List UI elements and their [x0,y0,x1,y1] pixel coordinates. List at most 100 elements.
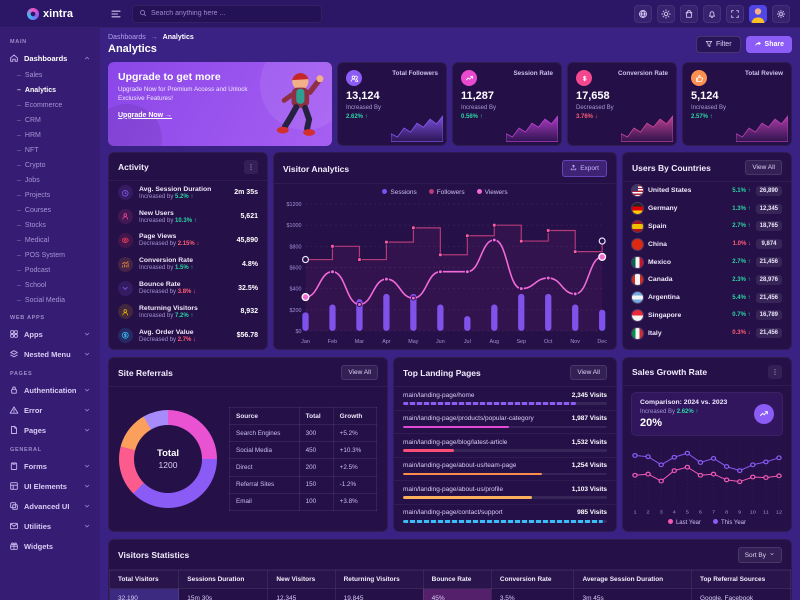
sidebar-item-label: Forms [24,461,47,471]
settings-icon[interactable] [772,4,790,23]
stats-col-header: Top Referral Sources [690,570,791,589]
stat-label: Session Rate [513,70,553,77]
sidebar-item-ui-elements[interactable]: UI Elements [0,476,100,496]
sidebar-item-dashboards[interactable]: Dashboards [0,48,100,68]
language-icon[interactable] [634,4,652,23]
sidebar-item-advanced-ui[interactable]: Advanced UI [0,496,100,516]
countries-view-all-button[interactable]: View All [745,160,782,175]
flag-es-icon [632,220,643,232]
sidebar-item-courses[interactable]: – Courses [17,207,51,214]
upgrade-link[interactable]: Upgrade Now → [118,111,173,119]
growth-chart-icon[interactable] [754,404,774,424]
country-row: Mexico 2.7% ↑ 21,456 [623,253,791,271]
breadcrumb-separator-icon: → [150,34,158,41]
landing-page-link[interactable]: main/landing-page/blog/latest-article [403,438,508,446]
legend-item[interactable]: Followers [428,189,465,196]
sidebar-item-label: Pages [24,425,47,435]
sidebar-item-ecommerce[interactable]: – Ecommerce [17,102,63,109]
svg-text:Dec: Dec [597,339,607,345]
sidebar-item-pages[interactable]: Pages [0,420,100,440]
stat-delta: Decreased By 3.76% ↓ [576,105,614,120]
sidebar-item-social-media[interactable]: – Social Media [17,297,65,304]
theme-toggle-icon[interactable] [657,4,675,23]
sidebar-item-analytics[interactable]: – Analytics [17,87,57,94]
search-input[interactable] [151,10,315,17]
legend-item[interactable]: Last Year [667,519,701,526]
legend-item[interactable]: This Year [713,519,746,526]
va-legend: Sessions Followers Viewers [274,184,616,196]
sidebar-section-label: MAIN [10,39,27,45]
referrals-view-all-button[interactable]: View All [341,365,378,380]
landing-page-link[interactable]: main/landing-page/products/popular-categ… [403,415,534,423]
landing-list: main/landing-page/home 2,345 Visits main… [394,387,616,528]
sidebar-item-jobs[interactable]: – Jobs [17,177,40,184]
share-button[interactable]: Share [745,36,792,53]
sidebar-item-utilities[interactable]: Utilities [0,516,100,536]
visitors-statistics-panel: Visitors Statistics Sort By Total Visito… [108,539,792,600]
sidebar-item-nested-menu[interactable]: Nested Menu [0,344,100,364]
stat-card-total-followers: Total Followers 13,124 Increased By 2.62%… [337,62,447,146]
export-button[interactable]: Export [562,160,607,177]
landing-title: Top Landing Pages [403,367,481,378]
chevron-down-icon [83,462,91,470]
sales-growth-menu-button[interactable] [768,365,782,379]
sales-growth-chart: 1 2 3 4 5 6 7 8 9 10 11 12 [623,438,791,519]
sidebar-item-podcast[interactable]: – Podcast [17,267,51,274]
sidebar-item-stocks[interactable]: – Stocks [17,222,46,229]
sidebar-item-widgets[interactable]: Widgets [0,536,100,556]
sidebar-item-forms[interactable]: Forms [0,456,100,476]
chevron-down-icon [83,502,91,510]
svg-text:Oct: Oct [544,339,553,345]
sort-by-button[interactable]: Sort By [737,547,782,563]
cart-icon[interactable] [680,4,698,23]
sidebar-item-label: Utilities [24,521,52,531]
activity-menu-button[interactable] [244,160,258,174]
landing-page-visits: 985 Visits [577,509,607,517]
stats-cell: 45% [422,588,492,600]
sidebar-item-nft[interactable]: – NFT [17,147,39,154]
landing-page-progress [403,496,607,499]
activity-row: Returning Visitors Increased by 7.2% ↑ 8… [109,300,267,324]
menu-toggle-icon[interactable] [110,8,122,20]
fullscreen-icon[interactable] [726,4,744,23]
landing-page-link[interactable]: main/landing-page/about-us/team-page [403,462,517,470]
avatar[interactable] [749,4,767,23]
flag-ar-icon [632,292,643,304]
landing-page-link[interactable]: main/landing-page/about-us/profile [403,485,504,493]
sidebar-item-hrm[interactable]: – HRM [17,132,41,139]
sidebar-item-medical[interactable]: – Medical [17,237,50,244]
search-icon [139,9,147,19]
landing-page-progress [403,402,607,405]
brand-logo[interactable]: xintra [0,7,100,20]
breadcrumb-current: Analytics [162,34,194,41]
sidebar-item-school[interactable]: – School [17,282,47,289]
upgrade-card: Upgrade to get more Upgrade Now for Prem… [108,62,332,146]
country-delta: 2.7% ↑ [732,223,751,230]
notifications-icon[interactable] [703,4,721,23]
landing-page-link[interactable]: main/landing-page/home [403,391,475,399]
svg-text:3: 3 [660,510,663,516]
svg-text:$1200: $1200 [287,202,302,208]
landing-view-all-button[interactable]: View All [570,365,607,380]
filter-button[interactable]: Filter [695,36,741,53]
sidebar-item-authentication[interactable]: Authentication [0,380,100,400]
sidebar-item-crypto[interactable]: – Crypto [17,162,46,169]
country-value: 26,890 [755,185,782,196]
landing-page-link[interactable]: main/landing-page/contact/support [403,509,503,517]
legend-item[interactable]: Sessions [382,189,417,196]
sidebar-item-pos-system[interactable]: – POS System [17,252,65,259]
sidebar-item-crm[interactable]: – CRM [17,117,41,124]
country-delta: 5.4% ↑ [732,294,751,301]
breadcrumb-parent[interactable]: Dashboards [108,34,146,41]
legend-item[interactable]: Viewers [476,189,508,196]
sidebar-item-apps[interactable]: Apps [0,324,100,344]
sidebar-item-projects[interactable]: – Projects [17,192,51,199]
dollar-icon [118,328,133,344]
sidebar-section-label: WEB APPS [10,315,45,321]
activity-value: 4.8% [242,260,258,268]
activity-label: Bounce Rate [139,281,181,289]
landing-page-row: main/landing-page/blog/latest-article 1,… [394,434,616,458]
sidebar-item-error[interactable]: Error [0,400,100,420]
country-name: Germany [648,205,678,213]
sidebar-item-sales[interactable]: – Sales [17,72,43,79]
